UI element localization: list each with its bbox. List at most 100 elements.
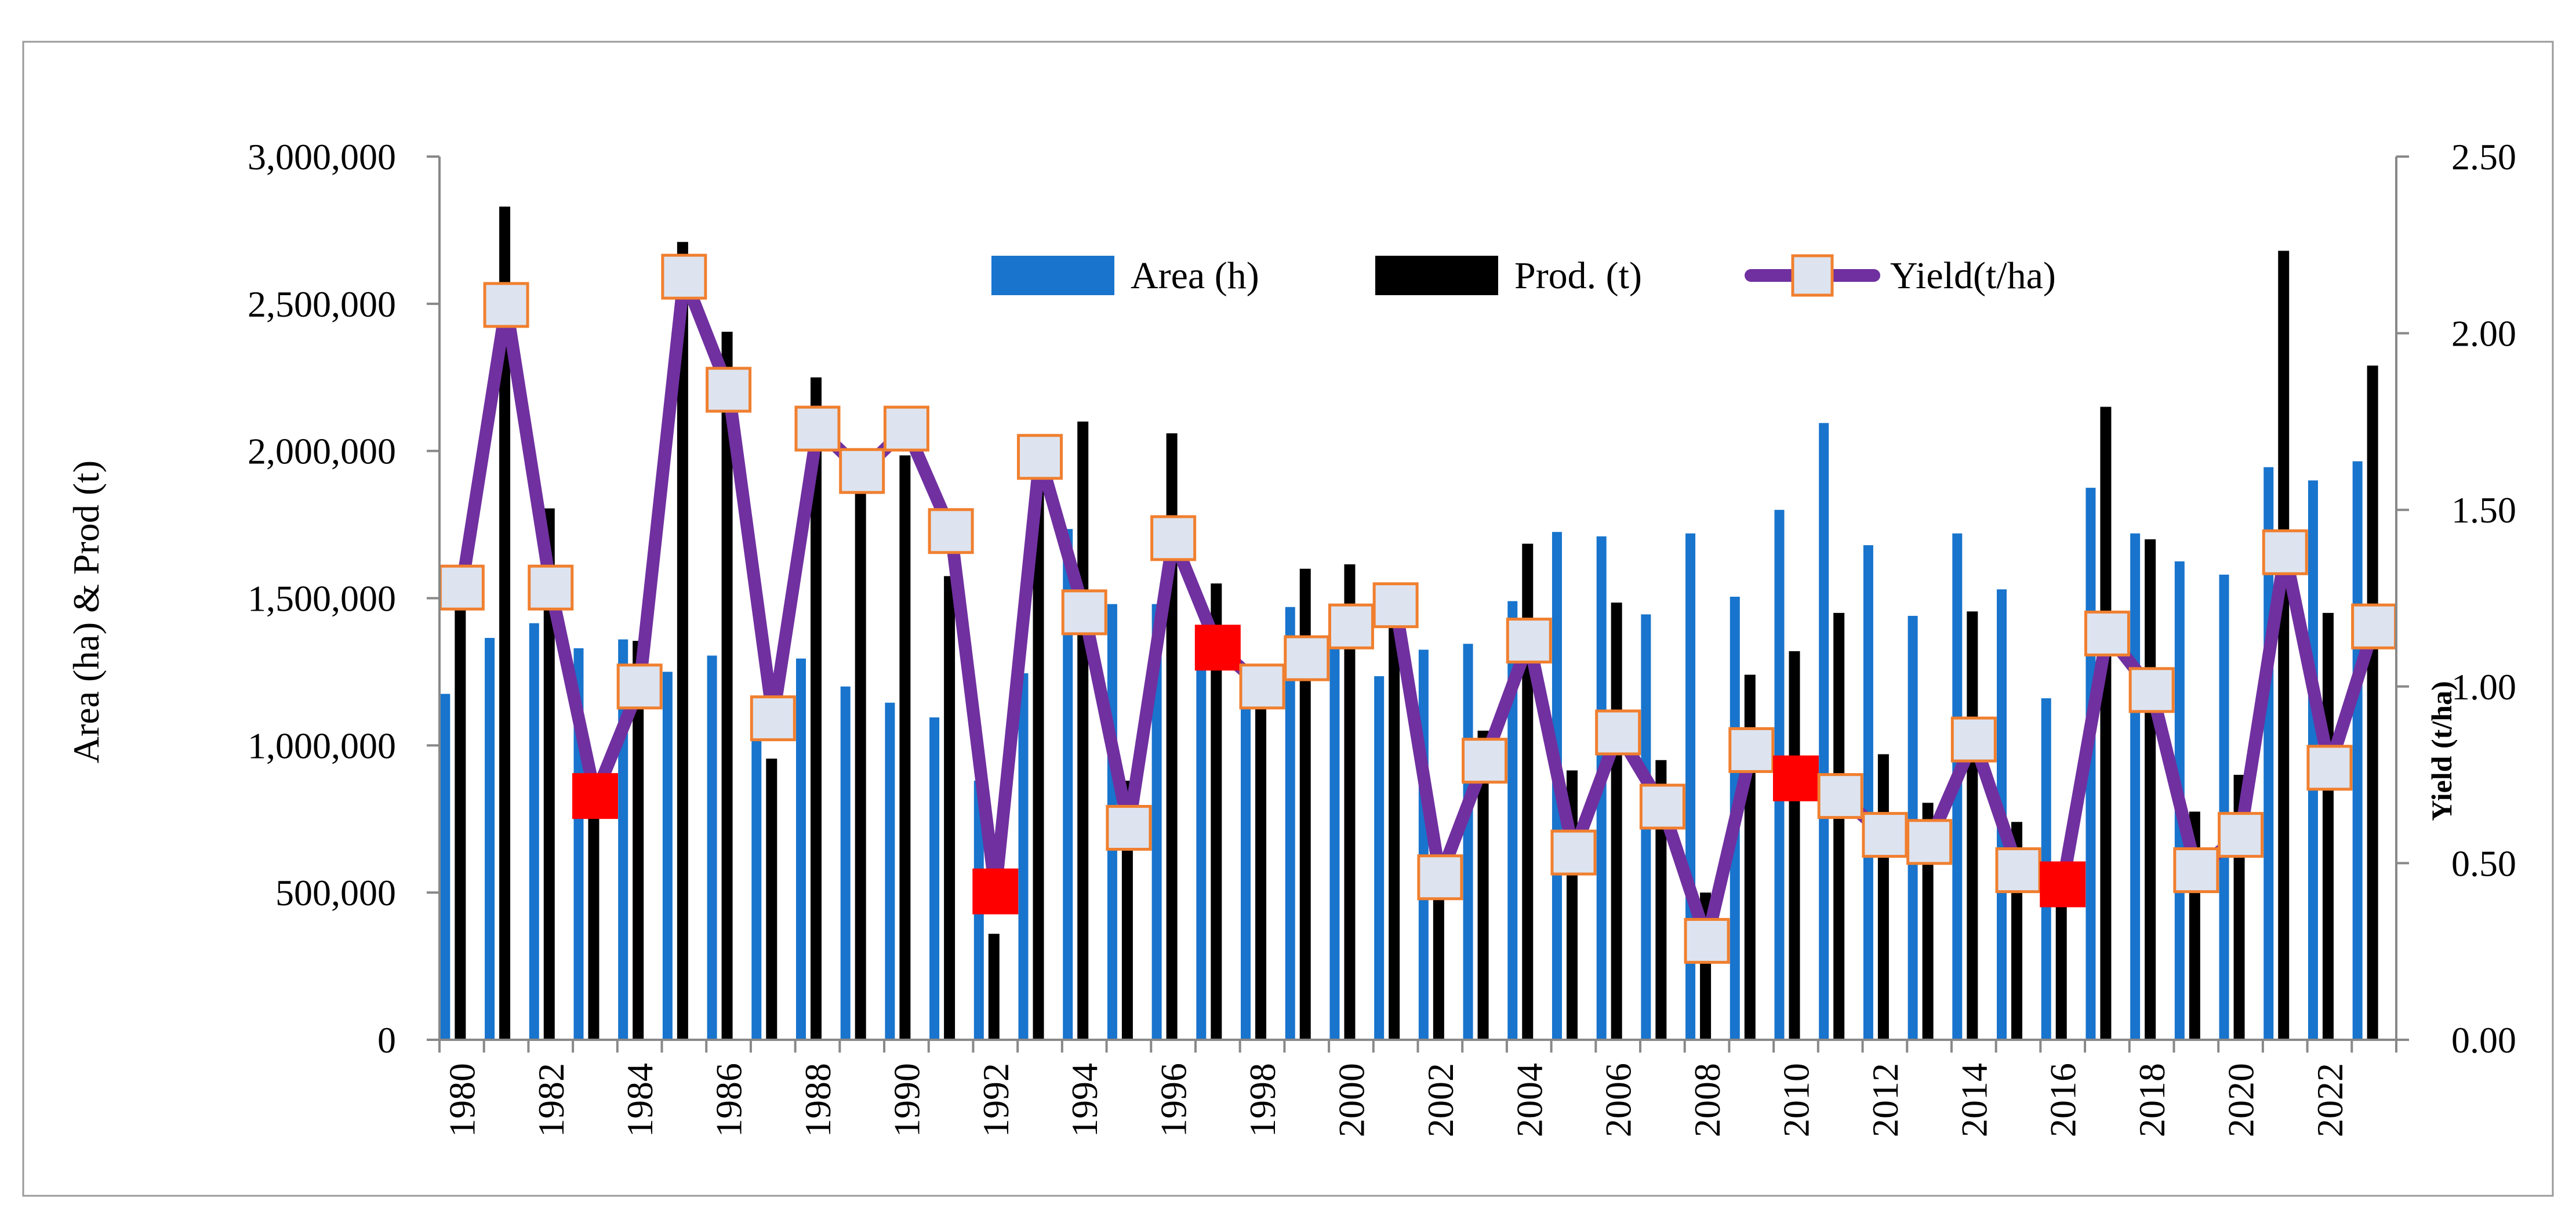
left-y-tick-label: 1,000,000 bbox=[248, 725, 396, 766]
production-bar-2011 bbox=[1833, 612, 1845, 1040]
area-bar-1999 bbox=[1285, 607, 1295, 1040]
area-bar-1996 bbox=[1151, 604, 1162, 1040]
production-bar-1991 bbox=[944, 576, 955, 1040]
yield-marker-2020 bbox=[2218, 812, 2264, 858]
yield-marker-1995 bbox=[1106, 804, 1152, 851]
yield-marker-2003 bbox=[1462, 738, 1508, 784]
yield-marker-1991 bbox=[928, 508, 974, 554]
legend-label-area: Area (h) bbox=[1131, 255, 1259, 297]
production-bar-1997 bbox=[1211, 583, 1222, 1040]
right-y-axis-title: Yield (t/ha) bbox=[2425, 681, 2458, 821]
area-bar-1987 bbox=[751, 729, 762, 1040]
yield-marker-1984 bbox=[616, 663, 663, 710]
production-bar-1987 bbox=[766, 759, 777, 1040]
yield-marker-1999 bbox=[1284, 635, 1330, 681]
yield-marker-1988 bbox=[794, 405, 841, 452]
right-y-tick-label: 2.50 bbox=[2451, 136, 2516, 177]
yield-marker-1992 bbox=[972, 868, 1019, 915]
production-bar-2000 bbox=[1344, 564, 1356, 1040]
yield-marker-2000 bbox=[1328, 603, 1374, 650]
yield-marker-1982 bbox=[528, 564, 574, 611]
x-tick-label: 1984 bbox=[619, 1063, 660, 1137]
left-y-tick-label: 1,500,000 bbox=[248, 578, 396, 619]
area-bar-1985 bbox=[662, 672, 673, 1040]
x-tick-label: 1990 bbox=[886, 1063, 927, 1137]
yield-marker-2014 bbox=[1950, 716, 1997, 763]
right-y-tick-label: 1.50 bbox=[2451, 489, 2516, 531]
right-y-ticks: 0.00 0.50 1.00 1.50 2.00 2.50 bbox=[2396, 136, 2516, 1061]
left-y-tick-label: 3,000,000 bbox=[248, 136, 396, 177]
area-bar-1982 bbox=[529, 623, 539, 1040]
legend-swatch-area bbox=[991, 256, 1114, 295]
left-y-ticks: 0 500,000 1,000,000 1,500,000 2,000,000 2,500… bbox=[248, 136, 439, 1061]
production-bar-2016 bbox=[2055, 890, 2067, 1040]
area-bar-2003 bbox=[1463, 644, 1473, 1040]
left-y-tick-label: 0 bbox=[377, 1019, 396, 1061]
production-bar-1981 bbox=[499, 206, 511, 1040]
x-tick-label: 1996 bbox=[1153, 1063, 1194, 1137]
area-bar-1990 bbox=[885, 702, 895, 1040]
yield-marker-2013 bbox=[1906, 819, 1953, 865]
x-tick-label: 2022 bbox=[2309, 1063, 2350, 1137]
production-bar-1985 bbox=[677, 242, 688, 1040]
area-bar-2002 bbox=[1418, 650, 1429, 1040]
production-bar-2022 bbox=[2322, 612, 2334, 1040]
area-bar-1993 bbox=[1018, 673, 1029, 1040]
area-bar-1980 bbox=[440, 694, 450, 1040]
production-bar-2010 bbox=[1789, 651, 1800, 1040]
production-bar-1989 bbox=[855, 469, 866, 1040]
yield-marker-2012 bbox=[1862, 812, 1908, 858]
production-bar-1990 bbox=[899, 455, 911, 1040]
yield-marker-2001 bbox=[1372, 582, 1419, 629]
yield-marker-2023 bbox=[2351, 603, 2397, 650]
area-bar-2011 bbox=[1819, 423, 1829, 1040]
yield-marker-2007 bbox=[1639, 783, 1685, 830]
production-bar-1988 bbox=[810, 377, 822, 1040]
x-tick-label: 1986 bbox=[709, 1063, 750, 1137]
yield-marker-1989 bbox=[839, 448, 885, 494]
x-ticks: 1980 1982 1984 1986 1988 1990 1992 1994 1996 1998… bbox=[438, 1040, 2397, 1137]
production-bar-2006 bbox=[1611, 603, 1622, 1040]
yield-marker-2002 bbox=[1417, 854, 1463, 901]
production-bar-2018 bbox=[2145, 539, 2156, 1040]
x-tick-label: 1992 bbox=[975, 1063, 1016, 1137]
yield-marker-1987 bbox=[750, 695, 796, 742]
yield-marker-2008 bbox=[1684, 917, 1730, 964]
yield-marker-2011 bbox=[1817, 773, 1863, 819]
area-bar-1998 bbox=[1241, 686, 1251, 1040]
left-y-tick-label: 500,000 bbox=[275, 872, 396, 913]
area-bar-1997 bbox=[1196, 651, 1207, 1040]
x-tick-label: 2016 bbox=[2043, 1063, 2084, 1137]
production-bar-1999 bbox=[1299, 568, 1311, 1040]
right-y-tick-label: 0.50 bbox=[2451, 843, 2516, 884]
area-bar-1986 bbox=[707, 655, 717, 1040]
area-bar-2018 bbox=[2130, 533, 2141, 1040]
yield-marker-2018 bbox=[2128, 667, 2175, 713]
yield-marker-1986 bbox=[706, 367, 752, 413]
x-tick-label: 1998 bbox=[1242, 1063, 1283, 1137]
yield-marker-2005 bbox=[1550, 829, 1597, 876]
left-y-axis-title: Area (ha) & Prod (t) bbox=[66, 460, 107, 763]
area-bar-2023 bbox=[2352, 461, 2363, 1040]
yield-marker-1993 bbox=[1017, 434, 1063, 480]
area-bar-1989 bbox=[840, 686, 851, 1040]
x-tick-label: 2002 bbox=[1420, 1063, 1461, 1137]
yield-marker-1996 bbox=[1150, 515, 1197, 561]
yield-marker-1998 bbox=[1239, 663, 1285, 710]
production-bar-2014 bbox=[1967, 611, 1978, 1040]
legend-swatch-yield-marker bbox=[1791, 254, 1834, 297]
right-y-tick-label: 1.00 bbox=[2451, 666, 2516, 707]
x-tick-label: 2020 bbox=[2221, 1063, 2262, 1137]
area-bar-2000 bbox=[1329, 630, 1340, 1040]
x-tick-label: 2006 bbox=[1598, 1063, 1639, 1137]
production-bar-1992 bbox=[988, 934, 1000, 1040]
area-bar-2004 bbox=[1507, 601, 1518, 1040]
x-tick-label: 2014 bbox=[1953, 1063, 1994, 1137]
production-bar-2001 bbox=[1389, 593, 1400, 1040]
yield-marker-1981 bbox=[483, 282, 529, 328]
production-bar-1983 bbox=[588, 773, 600, 1040]
yield-marker-2009 bbox=[1728, 727, 1775, 773]
x-tick-label: 2010 bbox=[1775, 1063, 1816, 1137]
yield-marker-2015 bbox=[1995, 847, 2041, 894]
yield-marker-2019 bbox=[2173, 847, 2219, 894]
